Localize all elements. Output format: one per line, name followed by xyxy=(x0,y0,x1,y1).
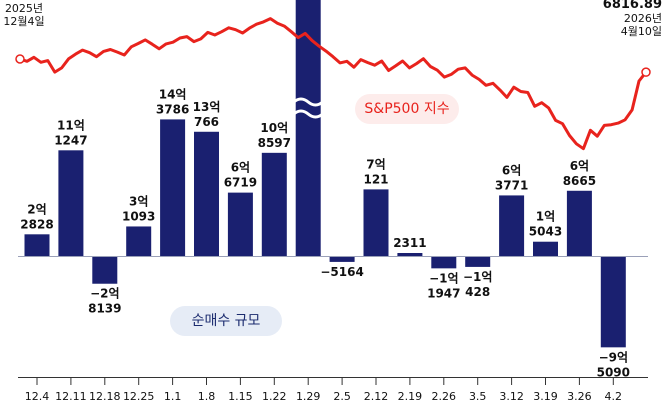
bar-label-2.12-1: 121 xyxy=(363,172,388,186)
bar-3.26 xyxy=(566,190,592,256)
bar-12.25 xyxy=(126,226,152,256)
tick-label-3.12: 3.12 xyxy=(499,390,524,402)
sp500-series-label: S&P500 지수 xyxy=(355,94,459,124)
tick-label-2.12: 2.12 xyxy=(364,390,389,402)
bar-label-3.19-1: 5043 xyxy=(529,225,562,239)
bar-label-4.2-0: −9억 xyxy=(599,350,628,364)
bar-2.19 xyxy=(397,253,423,256)
bar-label-2.5-0: −5164 xyxy=(320,265,363,279)
bar-label-1.22-1: 8597 xyxy=(258,136,291,150)
bar-label-1.15-1: 6719 xyxy=(224,176,257,190)
net-buy-series-label: 순매수 규모 xyxy=(170,306,282,336)
bar-label-12.18-1: 8139 xyxy=(88,302,121,316)
tick-label-12.4: 12.4 xyxy=(25,390,50,402)
bar-12.4 xyxy=(24,234,50,256)
bar-label-3.26-1: 8665 xyxy=(563,174,596,188)
line-end-date: 4월10일 xyxy=(620,25,662,38)
bar-label-12.25-0: 3억 xyxy=(129,194,148,208)
bar-label-3.5-0: −1억 xyxy=(463,270,492,284)
bar-4.2 xyxy=(600,257,626,348)
bar-3.5 xyxy=(465,257,491,267)
tick-label-1.22: 1.22 xyxy=(262,390,287,402)
line-end-year: 2026년 xyxy=(623,12,662,25)
sp500-line xyxy=(19,17,648,151)
tick-label-12.25: 12.25 xyxy=(123,390,155,402)
line-end-marker xyxy=(641,67,651,77)
bar-3.19 xyxy=(533,241,558,256)
bar-2.12 xyxy=(363,189,389,256)
bar-2.5 xyxy=(329,257,355,262)
line-end-label: 6816.89 2026년 4월10일 xyxy=(596,0,662,38)
bar-label-12.11-0: 11억 xyxy=(57,118,85,132)
bar-label-12.4-1: 2828 xyxy=(20,217,53,231)
bar-label-12.4-0: 2억 xyxy=(27,202,46,216)
bar-label-12.11-1: 1247 xyxy=(54,133,87,147)
bar-1.22 xyxy=(261,152,287,256)
bar-label-2.26-1: 1947 xyxy=(427,286,460,300)
bar-label-2.26-0: −1억 xyxy=(429,271,458,285)
x-axis: 12.4 12.11 12.18 12.25 1.1 1.8 1.15 1.22 1.29 2.5… xyxy=(18,256,648,402)
line-start-date: 12월4일 xyxy=(3,15,45,28)
tick-label-3.26: 3.26 xyxy=(567,390,592,402)
line-end-value: 6816.89 xyxy=(602,0,662,12)
line-start-marker xyxy=(15,54,25,64)
bar-label-3.12-0: 6억 xyxy=(502,163,521,177)
bar-2.26 xyxy=(431,257,457,269)
bar-break-mark xyxy=(292,109,324,119)
bar-label-12.25-1: 1093 xyxy=(122,209,155,223)
tick-label-2.5: 2.5 xyxy=(333,390,351,402)
bar-label-1.1-1: 3786 xyxy=(156,102,189,116)
bar-1.8 xyxy=(194,131,219,256)
bar-series xyxy=(24,0,626,348)
bar-1.15 xyxy=(227,192,253,256)
tick-label-2.26: 2.26 xyxy=(432,390,457,402)
line-series xyxy=(15,17,651,151)
bar-label-2.19-0: 2311 xyxy=(393,236,426,250)
bar-label-1.15-0: 6억 xyxy=(231,161,250,175)
bar-label-2.12-0: 7억 xyxy=(366,157,385,171)
line-start-year: 2025년 xyxy=(4,2,44,15)
bar-label-1.8-0: 13억 xyxy=(193,100,221,114)
tick-label-1.15: 1.15 xyxy=(228,390,253,402)
bar-12.18 xyxy=(92,257,118,284)
bar-label-12.18-0: −2억 xyxy=(90,287,119,301)
tick-label-1.8: 1.8 xyxy=(198,390,216,402)
tick-label-3.19: 3.19 xyxy=(533,390,558,402)
bar-1.1 xyxy=(160,119,186,257)
tick-label-12.11: 12.11 xyxy=(55,390,87,402)
bar-12.11 xyxy=(58,150,84,256)
tick-label-2.19: 2.19 xyxy=(398,390,423,402)
bar-break-mark xyxy=(292,97,324,107)
tick-label-12.18: 12.18 xyxy=(89,390,121,402)
bar-label-1.8-1: 766 xyxy=(194,115,219,129)
bar-3.12 xyxy=(499,195,525,256)
tick-label-1.1: 1.1 xyxy=(164,390,182,402)
bar-label-1.1-0: 14억 xyxy=(159,87,187,101)
tick-label-3.5: 3.5 xyxy=(469,390,487,402)
bar-label-1.22-0: 10억 xyxy=(260,121,288,135)
bar-label-3.12-1: 3771 xyxy=(495,178,528,192)
bar-label-4.2-1: 5090 xyxy=(597,365,630,379)
tick-label-1.29: 1.29 xyxy=(296,390,321,402)
bar-label-3.19-0: 1억 xyxy=(536,210,555,224)
bar-label-3.26-0: 6억 xyxy=(570,159,589,173)
line-start-label: 2025년 12월4일 xyxy=(2,2,46,28)
tick-label-4.2: 4.2 xyxy=(605,390,623,402)
bar-label-3.5-1: 428 xyxy=(465,285,490,299)
